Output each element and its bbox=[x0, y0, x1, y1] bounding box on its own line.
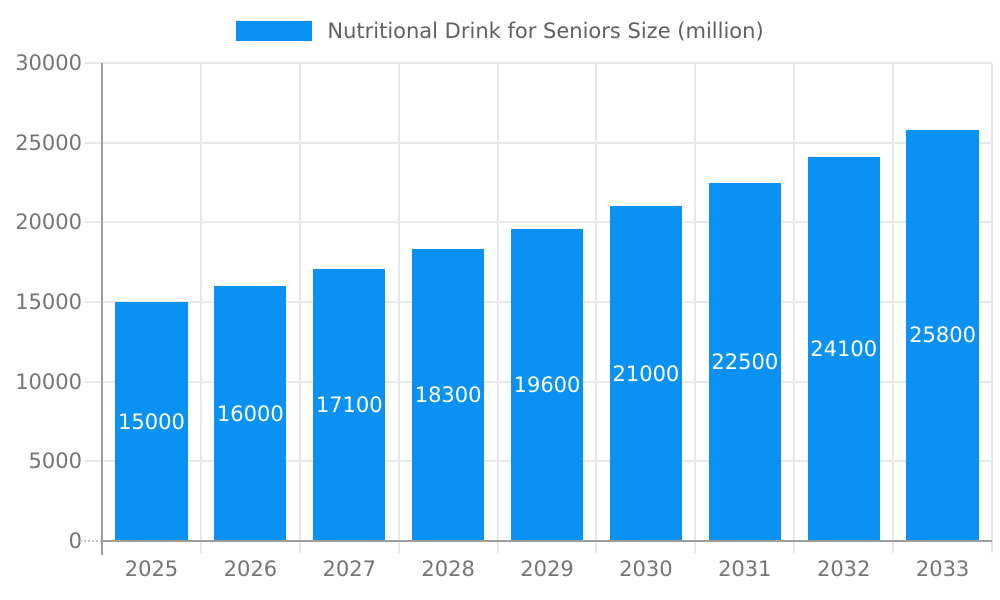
legend: Nutritional Drink for Seniors Size (mill… bbox=[0, 14, 1000, 48]
bar-cell: 17100 bbox=[300, 63, 399, 541]
y-tick-label: 20000 bbox=[15, 210, 82, 235]
bar-value-label: 21000 bbox=[612, 361, 680, 386]
bar-cell: 21000 bbox=[596, 63, 695, 541]
bar-value-label: 25800 bbox=[909, 323, 976, 348]
bar: 21000 bbox=[609, 206, 682, 541]
y-tick-label: 5000 bbox=[28, 449, 82, 474]
x-tick-label: 2026 bbox=[223, 557, 278, 581]
bar: 18300 bbox=[412, 249, 485, 541]
gridline-vertical bbox=[397, 63, 400, 553]
legend-swatch bbox=[236, 21, 313, 41]
bars-container: 15000 16000 17100 18300 19600 21000 22500 24100… bbox=[102, 63, 992, 541]
bar: 16000 bbox=[214, 286, 287, 541]
bar-value-label: 15000 bbox=[118, 409, 185, 434]
gridline-vertical bbox=[694, 63, 697, 553]
bar-cell: 25800 bbox=[893, 63, 992, 541]
y-tick-label: 25000 bbox=[15, 130, 82, 155]
gridline-vertical bbox=[991, 63, 993, 553]
bar-value-label: 18300 bbox=[414, 383, 482, 408]
y-tick-label: 30000 bbox=[15, 51, 82, 75]
x-tick-label: 2025 bbox=[124, 557, 179, 581]
bar: 19600 bbox=[510, 228, 584, 541]
y-tick-label: 10000 bbox=[15, 369, 82, 394]
x-tick-label: 2028 bbox=[421, 557, 475, 581]
x-tick-label: 2029 bbox=[520, 557, 574, 581]
x-axis-labels: 2025 2026 2027 2028 2029 2030 2031 2032 2033 bbox=[102, 555, 992, 583]
gridline-vertical bbox=[892, 63, 895, 553]
x-tick-label: 2030 bbox=[619, 557, 673, 581]
bar-cell: 18300 bbox=[399, 63, 498, 541]
bar: 15000 bbox=[115, 302, 188, 541]
gridline-horizontal bbox=[84, 62, 992, 64]
gridline-horizontal bbox=[84, 141, 992, 144]
x-tick-label: 2027 bbox=[322, 557, 376, 581]
y-axis-line bbox=[101, 63, 103, 555]
zero-tick bbox=[80, 540, 102, 542]
bar-cell: 15000 bbox=[102, 63, 201, 541]
y-tick-label: 0 bbox=[68, 529, 82, 553]
x-tick-label: 2031 bbox=[718, 557, 772, 581]
bar: 17100 bbox=[313, 268, 386, 541]
bar-value-label: 16000 bbox=[216, 401, 284, 426]
y-axis-labels: 0 5000 10000 15000 20000 25000 30000 bbox=[0, 51, 84, 553]
gridline-horizontal bbox=[84, 221, 992, 224]
gridline-vertical bbox=[298, 63, 301, 553]
bar-cell: 24100 bbox=[794, 63, 893, 541]
gridline-vertical bbox=[199, 63, 202, 553]
bar-value-label: 22500 bbox=[711, 349, 779, 374]
gridline-vertical bbox=[496, 63, 499, 553]
bar-cell: 19600 bbox=[498, 63, 597, 541]
bar-value-label: 17100 bbox=[315, 392, 383, 417]
gridline-vertical bbox=[793, 63, 796, 553]
bar: 25800 bbox=[906, 129, 979, 541]
x-tick-label: 2033 bbox=[915, 557, 970, 581]
bar-value-label: 19600 bbox=[513, 372, 581, 397]
x-tick-label: 2032 bbox=[816, 557, 871, 581]
bar-value-label: 24100 bbox=[810, 337, 878, 361]
bar: 24100 bbox=[807, 157, 880, 541]
y-tick-label: 15000 bbox=[15, 290, 82, 314]
x-axis-line bbox=[102, 540, 992, 542]
gridline-vertical bbox=[595, 63, 598, 553]
bar-cell: 16000 bbox=[201, 63, 300, 541]
plot-area: 15000 16000 17100 18300 19600 21000 22500 24100… bbox=[80, 62, 993, 555]
bar: 22500 bbox=[708, 182, 781, 541]
bar-cell: 22500 bbox=[695, 63, 794, 541]
legend-label: Nutritional Drink for Seniors Size (mill… bbox=[327, 19, 764, 43]
